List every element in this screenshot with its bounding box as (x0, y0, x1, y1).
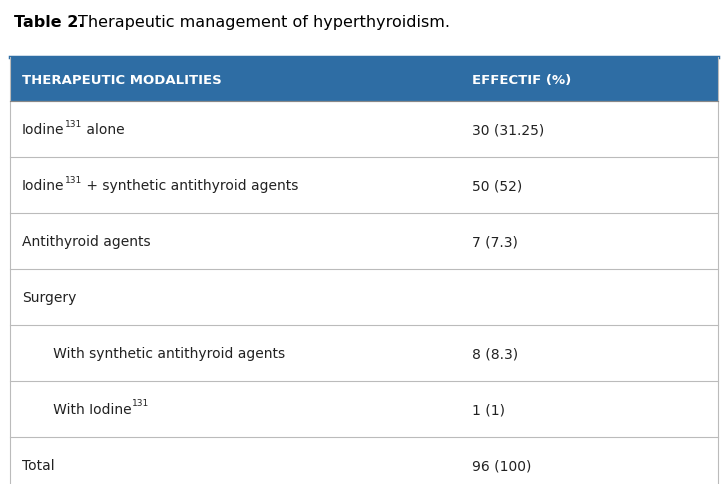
Text: Total: Total (22, 458, 55, 472)
Text: Table 2.: Table 2. (14, 15, 84, 30)
Text: + synthetic antithyroid agents: + synthetic antithyroid agents (82, 179, 298, 193)
Text: 1 (1): 1 (1) (472, 402, 505, 416)
Text: Iodine: Iodine (22, 179, 65, 193)
Text: 96 (100): 96 (100) (472, 458, 531, 472)
Bar (10, 102, 718, 158)
Bar (10, 270, 718, 325)
Text: 50 (52): 50 (52) (472, 179, 522, 193)
Text: THERAPEUTIC MODALITIES: THERAPEUTIC MODALITIES (22, 74, 222, 86)
Bar (10, 381, 718, 437)
Text: 7 (7.3): 7 (7.3) (472, 235, 518, 248)
Text: Antithyroid agents: Antithyroid agents (22, 235, 151, 248)
Text: Surgery: Surgery (22, 290, 76, 304)
Bar (10, 437, 718, 484)
Text: 131: 131 (132, 399, 149, 408)
Text: 131: 131 (65, 175, 82, 184)
Bar (10, 213, 718, 270)
Bar (10, 58, 718, 102)
Text: With Iodine: With Iodine (40, 402, 132, 416)
Text: Iodine: Iodine (22, 123, 65, 136)
Bar (10, 325, 718, 381)
Text: 30 (31.25): 30 (31.25) (472, 123, 544, 136)
Text: With synthetic antithyroid agents: With synthetic antithyroid agents (40, 346, 285, 360)
Bar (10, 158, 718, 213)
Text: alone: alone (82, 123, 124, 136)
Text: 8 (8.3): 8 (8.3) (472, 346, 518, 360)
Text: EFFECTIF (%): EFFECTIF (%) (472, 74, 571, 86)
Text: Therapeutic management of hyperthyroidism.: Therapeutic management of hyperthyroidis… (78, 15, 450, 30)
Text: 131: 131 (65, 119, 82, 128)
